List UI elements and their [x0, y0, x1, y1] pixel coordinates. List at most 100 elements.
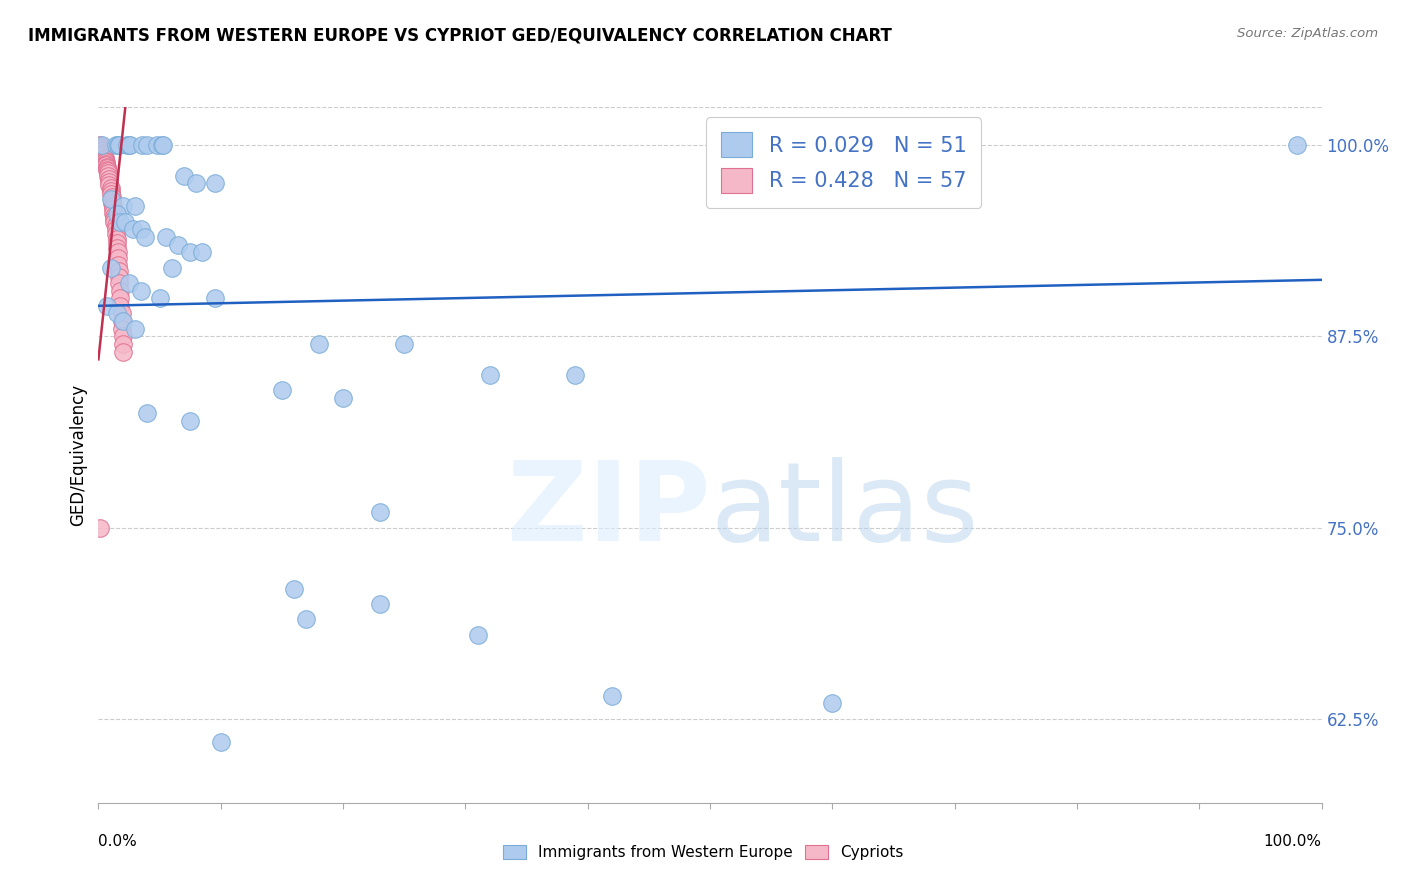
Point	[104, 222, 127, 236]
Point	[108, 263, 131, 277]
Point	[108, 269, 131, 284]
Point	[93, 153, 115, 168]
Point	[94, 156, 117, 170]
Point	[97, 166, 120, 180]
Point	[107, 138, 129, 153]
Point	[91, 149, 114, 163]
Point	[100, 187, 122, 202]
Point	[136, 406, 159, 420]
Point	[110, 299, 132, 313]
Point	[191, 245, 214, 260]
Point	[149, 291, 172, 305]
Text: IMMIGRANTS FROM WESTERN EUROPE VS CYPRIOT GED/EQUIVALENCY CORRELATION CHART: IMMIGRANTS FROM WESTERN EUROPE VS CYPRIO…	[28, 27, 891, 45]
Point	[96, 160, 118, 174]
Point	[111, 322, 134, 336]
Point	[91, 138, 114, 153]
Point	[101, 194, 124, 208]
Point	[204, 177, 226, 191]
Point	[100, 181, 122, 195]
Point	[96, 299, 118, 313]
Point	[97, 164, 120, 178]
Point	[150, 138, 173, 153]
Point	[821, 697, 844, 711]
Point	[101, 202, 124, 217]
Point	[111, 329, 134, 343]
Point	[564, 368, 586, 382]
Point	[90, 140, 112, 154]
Point	[103, 215, 125, 229]
Point	[98, 175, 121, 189]
Point	[91, 143, 114, 157]
Point	[467, 627, 489, 641]
Legend: Immigrants from Western Europe, Cypriots: Immigrants from Western Europe, Cypriots	[496, 839, 910, 866]
Point	[270, 383, 294, 397]
Text: 0.0%: 0.0%	[98, 834, 138, 849]
Point	[101, 190, 124, 204]
Point	[368, 505, 391, 519]
Point	[105, 241, 128, 255]
Point	[120, 138, 142, 153]
Point	[392, 337, 416, 351]
Point	[104, 218, 127, 232]
Point	[94, 158, 117, 172]
Point	[124, 322, 146, 336]
Point	[101, 205, 124, 219]
Point	[101, 199, 124, 213]
Point	[105, 236, 128, 251]
Point	[209, 734, 232, 748]
Point	[179, 245, 201, 260]
Point	[105, 207, 128, 221]
Point	[186, 177, 208, 191]
Point	[98, 172, 121, 186]
Y-axis label: GED/Equivalency: GED/Equivalency	[69, 384, 87, 526]
Point	[89, 138, 111, 153]
Point	[90, 141, 112, 155]
Point	[179, 413, 201, 427]
Point	[100, 184, 122, 198]
Point	[134, 230, 156, 244]
Point	[368, 597, 391, 611]
Point	[96, 161, 118, 176]
Point	[104, 138, 127, 153]
Point	[94, 155, 117, 169]
Point	[104, 227, 127, 241]
Point	[160, 260, 183, 275]
Point	[96, 162, 118, 177]
Point	[105, 306, 128, 320]
Point	[105, 231, 128, 245]
Point	[103, 209, 125, 223]
Point	[136, 138, 159, 153]
Point	[111, 337, 134, 351]
Point	[89, 520, 111, 534]
Point	[110, 291, 132, 305]
Point	[93, 151, 115, 165]
Point	[308, 337, 330, 351]
Text: 100.0%: 100.0%	[1264, 834, 1322, 849]
Point	[111, 306, 134, 320]
Point	[97, 169, 120, 183]
Text: ZIP: ZIP	[506, 457, 710, 564]
Point	[124, 199, 146, 213]
Point	[943, 169, 966, 183]
Point	[111, 314, 134, 328]
Point	[107, 258, 129, 272]
Point	[107, 252, 129, 266]
Point	[152, 138, 174, 153]
Point	[167, 237, 190, 252]
Point	[283, 582, 305, 596]
Point	[131, 138, 153, 153]
Point	[600, 689, 623, 703]
Point	[108, 276, 131, 290]
Point	[91, 145, 114, 160]
Point	[118, 138, 141, 153]
Point	[111, 199, 134, 213]
Point	[129, 222, 152, 236]
Legend: R = 0.029   N = 51, R = 0.428   N = 57: R = 0.029 N = 51, R = 0.428 N = 57	[706, 118, 981, 208]
Point	[478, 368, 501, 382]
Point	[1286, 138, 1309, 153]
Point	[111, 344, 134, 359]
Point	[110, 284, 132, 298]
Point	[93, 152, 115, 166]
Text: Source: ZipAtlas.com: Source: ZipAtlas.com	[1237, 27, 1378, 40]
Point	[110, 215, 132, 229]
